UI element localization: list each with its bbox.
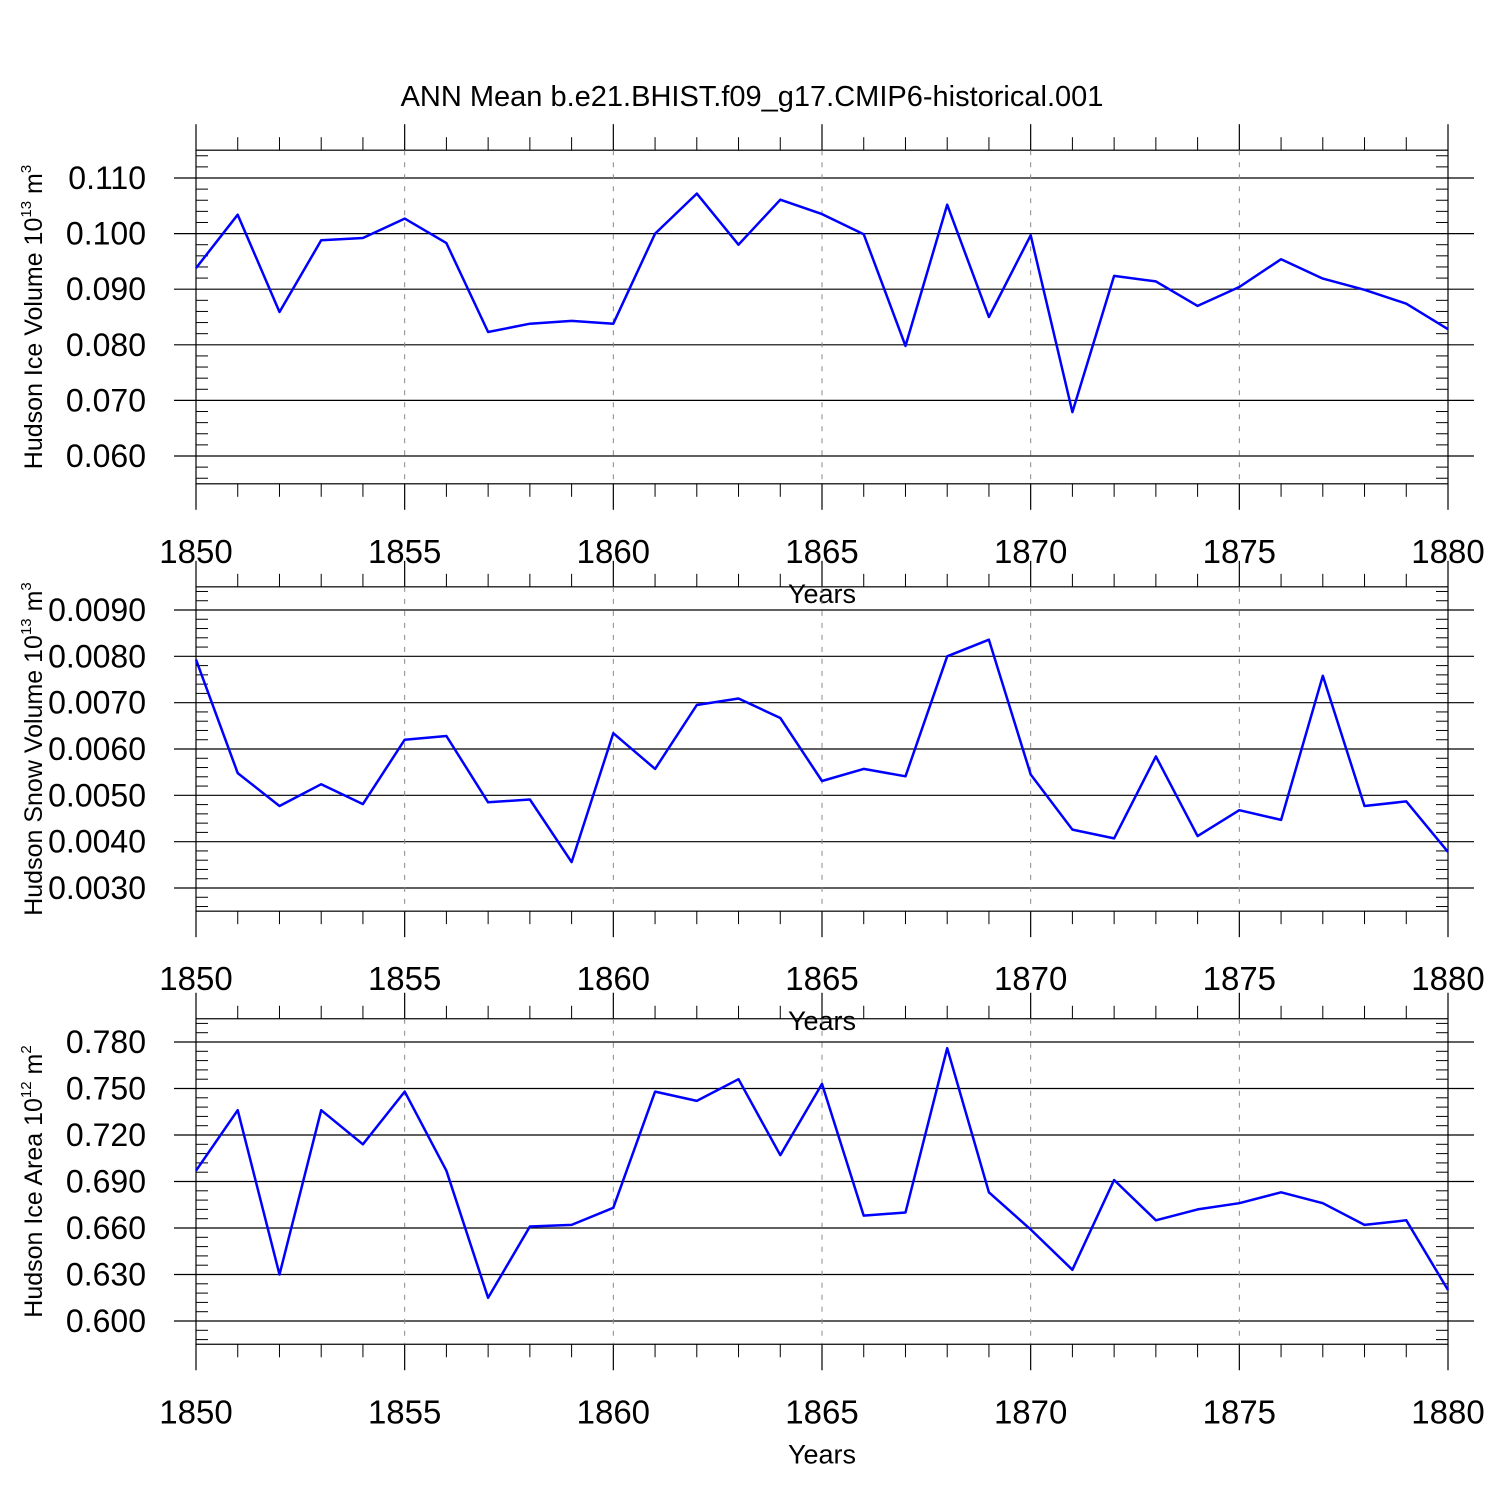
y-tick-label: 0.750 (66, 1071, 146, 1107)
x-tick-label: 1870 (994, 1393, 1067, 1430)
x-tick-label: 1875 (1203, 960, 1276, 997)
y-axis-label: Hudson Snow Volume 1013 m3 (18, 582, 48, 916)
series-line (195, 192, 1449, 414)
y-tick-label: 0.690 (66, 1164, 146, 1200)
y-axis-label: Hudson Ice Area 1012 m2 (18, 1045, 48, 1317)
y-tick-label: 0.110 (68, 160, 146, 196)
series-line (194, 1046, 1450, 1300)
y-tick-label: 0.0050 (48, 777, 146, 813)
x-tick-label: 1875 (1203, 1393, 1276, 1430)
x-tick-label: 1850 (159, 1393, 232, 1430)
y-tick-label: 0.0030 (48, 870, 146, 906)
x-tick-label: 1870 (994, 960, 1067, 997)
y-tick-label: 0.060 (66, 438, 146, 474)
y-tick-label: 0.080 (66, 327, 146, 363)
x-tick-label: 1860 (577, 1393, 650, 1430)
x-tick-label: 1855 (368, 1393, 441, 1430)
y-tick-label: 0.0040 (48, 824, 146, 860)
y-tick-label: 0.600 (66, 1303, 146, 1339)
y-tick-label: 0.660 (66, 1210, 146, 1246)
y-tick-label: 0.720 (66, 1117, 146, 1153)
chart-panel-2: 0.0030 0.0040 0.0050 0.0060 0.0070 0.0080 0.00… (18, 560, 1485, 1036)
x-tick-label: 1865 (785, 1393, 858, 1430)
y-tick-label: 0.070 (66, 382, 146, 418)
x-tick-label: 1880 (1411, 1393, 1484, 1430)
x-tick-label: 1860 (577, 960, 650, 997)
y-tick-label: 0.0070 (48, 685, 146, 721)
y-tick-label: 0.0060 (48, 731, 146, 767)
x-tick-label: 1865 (785, 960, 858, 997)
y-tick-label: 0.0080 (48, 638, 146, 674)
y-tick-label: 0.780 (66, 1024, 146, 1060)
chart-title: ANN Mean b.e21.BHIST.f09_g17.CMIP6-histo… (401, 81, 1104, 113)
x-tick-label: 1880 (1411, 960, 1484, 997)
y-axis-label: Hudson Ice Volume 1013 m3 (18, 165, 48, 469)
x-tick-label: 1855 (368, 960, 441, 997)
y-tick-label: 0.100 (66, 216, 146, 252)
y-tick-label: 0.0090 (48, 592, 146, 628)
x-axis-label: Years (788, 1439, 856, 1469)
x-tick-label: 1850 (159, 960, 232, 997)
y-tick-label: 0.090 (66, 271, 146, 307)
y-tick-label: 0.630 (66, 1257, 146, 1293)
chart-panel-3: 0.600 0.630 0.660 0.690 0.720 0.750 0.780 1850 1… (18, 992, 1485, 1469)
series-line (194, 638, 1449, 864)
